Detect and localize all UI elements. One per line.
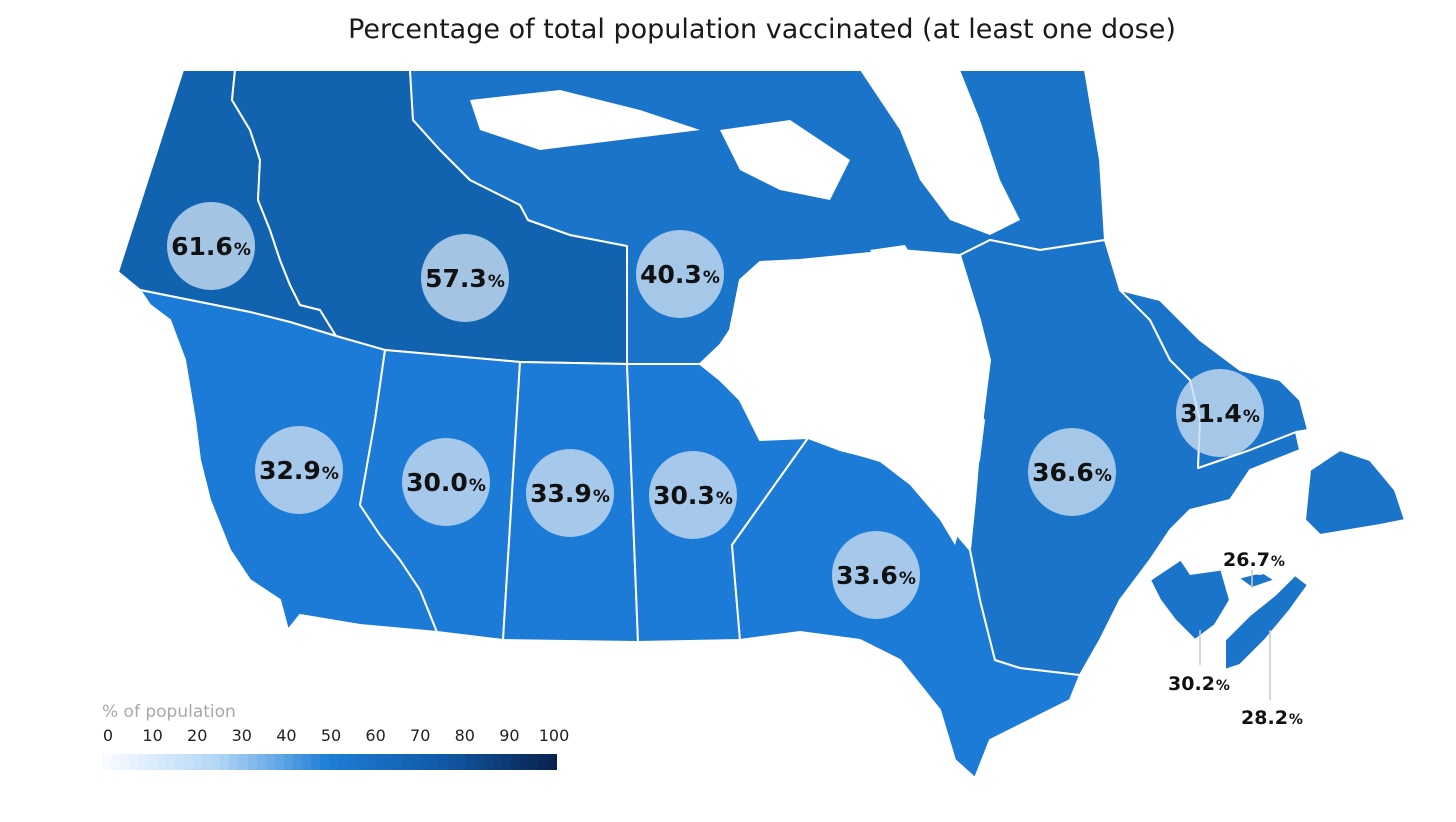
legend-swatch bbox=[256, 754, 266, 770]
legend-tick: 100 bbox=[538, 726, 570, 745]
gulf-of-st-lawrence bbox=[1170, 535, 1300, 575]
legend-swatch bbox=[274, 754, 284, 770]
legend-tick: 60 bbox=[365, 726, 386, 745]
legend-swatch bbox=[393, 754, 403, 770]
legend-swatch bbox=[220, 754, 230, 770]
legend-swatch bbox=[374, 754, 384, 770]
region-newfoundland-island[interactable] bbox=[1304, 449, 1406, 536]
bubble-manitoba bbox=[649, 451, 737, 539]
legend-tick: 70 bbox=[410, 726, 431, 745]
legend-swatch bbox=[356, 754, 366, 770]
legend-tick: 30 bbox=[231, 726, 252, 745]
legend-swatch bbox=[283, 754, 293, 770]
legend-swatch bbox=[302, 754, 312, 770]
legend-swatch bbox=[202, 754, 212, 770]
legend-color-scale bbox=[102, 754, 557, 770]
legend-swatch bbox=[192, 754, 203, 770]
legend-swatch bbox=[538, 754, 548, 770]
region-quebec[interactable] bbox=[959, 239, 1301, 676]
legend-swatch bbox=[483, 754, 494, 770]
bubble-alberta bbox=[402, 438, 490, 526]
region-nova-scotia[interactable] bbox=[1224, 574, 1309, 671]
legend-swatch bbox=[383, 754, 393, 770]
label-newfoundland-labrador: 31.4% bbox=[1180, 399, 1260, 428]
legend-swatch bbox=[129, 754, 139, 770]
legend-swatch bbox=[474, 754, 484, 770]
legend-tick: 10 bbox=[142, 726, 163, 745]
legend-swatch bbox=[120, 754, 130, 770]
james-bay-islands bbox=[870, 245, 920, 280]
label-new-brunswick: 30.2% bbox=[1168, 673, 1230, 695]
legend-title: % of population bbox=[102, 702, 236, 722]
bubble-ontario bbox=[832, 531, 920, 619]
legend-swatch bbox=[529, 754, 539, 770]
legend-tick: 90 bbox=[499, 726, 520, 745]
legend-swatch bbox=[438, 754, 448, 770]
legend-tick: 40 bbox=[276, 726, 297, 745]
legend: % of population 0 10 20 30 40 50 60 70 80 90 100 bbox=[102, 702, 569, 770]
legend-swatch bbox=[238, 754, 248, 770]
legend-swatch bbox=[311, 754, 321, 770]
legend-swatch bbox=[229, 754, 239, 770]
map-title: Percentage of total population vaccinate… bbox=[348, 14, 1176, 45]
legend-swatch bbox=[102, 754, 112, 770]
legend-swatch bbox=[447, 754, 457, 770]
legend-tick: 50 bbox=[320, 726, 342, 745]
legend-swatch bbox=[465, 754, 475, 770]
legend-swatch bbox=[320, 754, 330, 770]
arctic-channel-2 bbox=[720, 120, 850, 200]
legend-swatch bbox=[329, 754, 339, 770]
label-northwest-territories: 57.3% bbox=[425, 264, 505, 293]
label-nunavut: 40.3% bbox=[640, 260, 720, 289]
bubble-nunavut bbox=[636, 230, 724, 318]
legend-swatch bbox=[138, 754, 148, 770]
legend-tick: 80 bbox=[454, 726, 475, 745]
legend-swatch bbox=[292, 754, 303, 770]
bubble-northwest-territories bbox=[421, 234, 509, 322]
legend-swatch bbox=[211, 754, 221, 770]
legend-swatch bbox=[111, 754, 121, 770]
label-saskatchewan: 33.9% bbox=[530, 479, 610, 508]
baffin-strait bbox=[860, 70, 1020, 235]
legend-swatch bbox=[165, 754, 175, 770]
legend-swatch bbox=[265, 754, 275, 770]
legend-swatch bbox=[174, 754, 184, 770]
label-nova-scotia: 28.2% bbox=[1241, 707, 1303, 729]
label-alberta: 30.0% bbox=[406, 468, 486, 497]
legend-swatch bbox=[247, 754, 257, 770]
legend-swatch bbox=[502, 754, 512, 770]
legend-swatch bbox=[520, 754, 530, 770]
legend-swatch bbox=[456, 754, 466, 770]
legend-swatch bbox=[147, 754, 157, 770]
legend-swatch bbox=[493, 754, 503, 770]
label-yukon: 61.6% bbox=[171, 232, 251, 261]
legend-swatch bbox=[183, 754, 193, 770]
label-quebec: 36.6% bbox=[1032, 458, 1112, 487]
legend-swatch bbox=[547, 754, 557, 770]
label-prince-edward-island: 26.7% bbox=[1223, 549, 1285, 571]
legend-swatch bbox=[365, 754, 375, 770]
hudson-bay bbox=[725, 262, 985, 545]
legend-tick: 0 bbox=[102, 726, 114, 745]
legend-tick: 20 bbox=[187, 726, 208, 745]
legend-swatch bbox=[338, 754, 348, 770]
label-british-columbia: 32.9% bbox=[259, 456, 339, 485]
legend-swatch bbox=[402, 754, 412, 770]
legend-swatch bbox=[347, 754, 357, 770]
legend-swatch bbox=[156, 754, 166, 770]
label-manitoba: 30.3% bbox=[653, 481, 733, 510]
legend-swatch bbox=[411, 754, 421, 770]
legend-swatch bbox=[511, 754, 521, 770]
bubble-yukon bbox=[167, 202, 255, 290]
label-ontario: 33.6% bbox=[836, 561, 916, 590]
bubble-quebec bbox=[1028, 428, 1116, 516]
arctic-channel-1 bbox=[470, 90, 700, 150]
bubble-newfoundland-labrador bbox=[1176, 369, 1264, 457]
bubble-british-columbia bbox=[255, 426, 343, 514]
legend-ticks: 0 10 20 30 40 50 60 70 80 90 100 bbox=[102, 726, 569, 748]
bubble-saskatchewan bbox=[526, 449, 614, 537]
legend-swatch bbox=[420, 754, 430, 770]
legend-swatch bbox=[429, 754, 439, 770]
